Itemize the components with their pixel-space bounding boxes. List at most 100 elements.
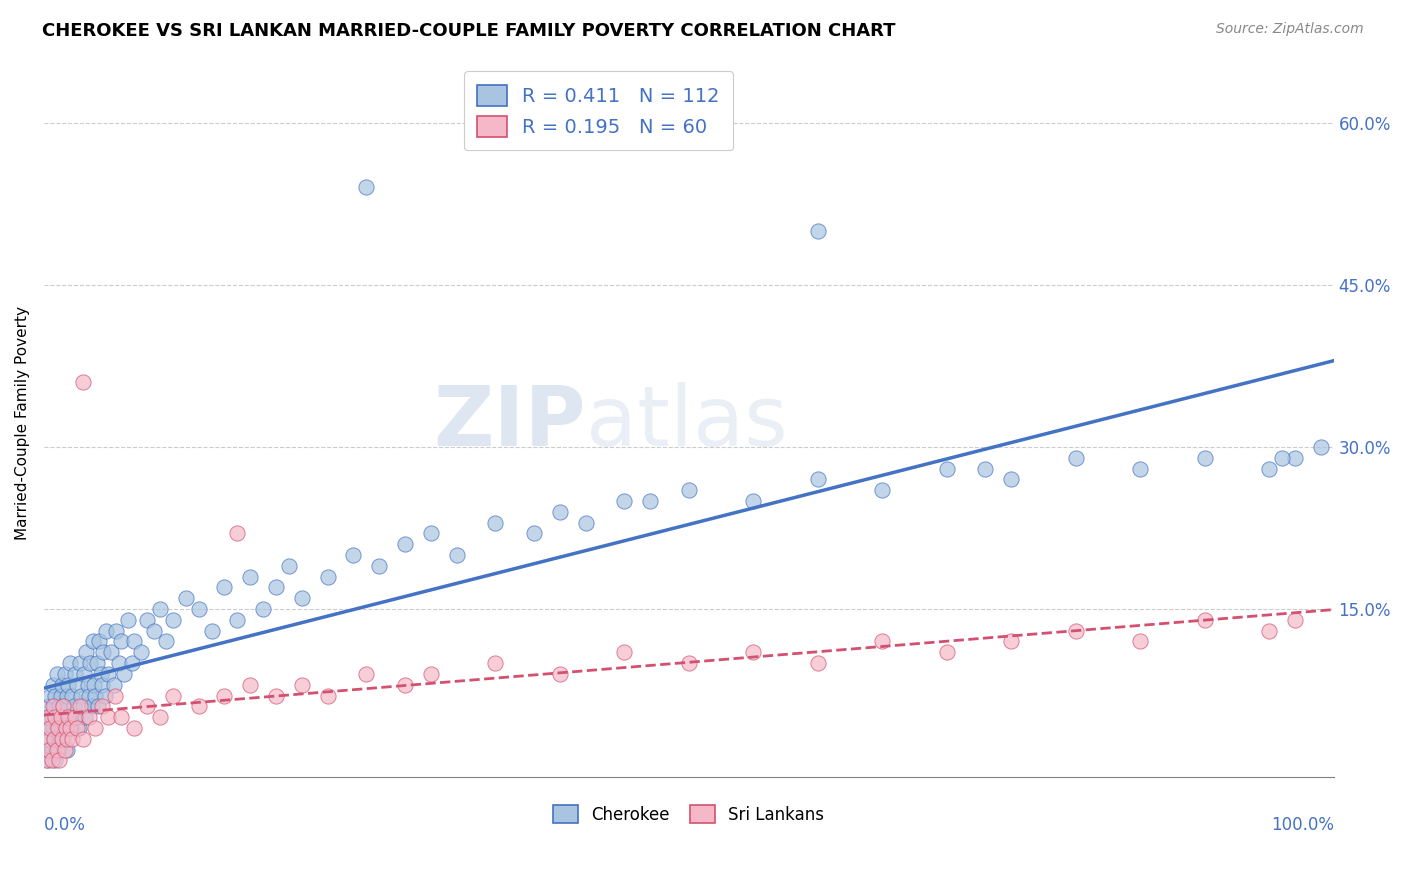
Point [38, 742, 60, 756]
Point [252, 602, 274, 616]
Point [38, 699, 60, 714]
Point [214, 689, 236, 703]
Point [89, 634, 111, 648]
Point [39, 689, 62, 703]
Point [356, 180, 378, 194]
Point [104, 689, 127, 703]
Point [72, 699, 94, 714]
Point [56, 742, 79, 756]
Point [239, 569, 262, 583]
Point [58, 710, 80, 724]
Point [37, 710, 59, 724]
Point [90, 678, 112, 692]
Point [44, 699, 66, 714]
Point [51, 678, 73, 692]
Point [264, 689, 287, 703]
Point [65, 710, 87, 724]
Point [226, 613, 249, 627]
Point [75, 710, 97, 724]
Point [69, 699, 91, 714]
Point [316, 689, 339, 703]
Point [80, 699, 103, 714]
Point [419, 526, 441, 541]
Point [55, 721, 77, 735]
Point [935, 645, 957, 659]
Point [807, 224, 830, 238]
Point [72, 375, 94, 389]
Point [41, 710, 63, 724]
Point [44, 731, 66, 746]
Point [55, 721, 77, 735]
Point [53, 710, 76, 724]
Point [807, 472, 830, 486]
Point [66, 721, 89, 735]
Point [52, 699, 75, 714]
Point [142, 624, 165, 638]
Point [1271, 450, 1294, 465]
Text: 100.0%: 100.0% [1271, 815, 1334, 833]
Point [162, 689, 184, 703]
Point [638, 494, 661, 508]
Point [105, 624, 128, 638]
Point [742, 494, 765, 508]
Point [1064, 450, 1087, 465]
Point [136, 699, 159, 714]
Point [75, 645, 97, 659]
Point [76, 678, 98, 692]
Point [34, 742, 56, 756]
Point [45, 667, 67, 681]
Point [239, 678, 262, 692]
Point [136, 613, 159, 627]
Point [1258, 624, 1281, 638]
Point [1284, 450, 1306, 465]
Point [35, 721, 58, 735]
Point [86, 656, 108, 670]
Point [90, 667, 112, 681]
Point [291, 678, 314, 692]
Point [48, 699, 70, 714]
Point [278, 558, 301, 573]
Point [149, 710, 172, 724]
Point [84, 689, 107, 703]
Point [42, 721, 65, 735]
Point [79, 656, 101, 670]
Point [70, 689, 93, 703]
Point [187, 602, 209, 616]
Point [1258, 461, 1281, 475]
Text: ZIP: ZIP [433, 382, 585, 463]
Point [870, 634, 893, 648]
Point [1194, 613, 1216, 627]
Point [97, 710, 120, 724]
Point [94, 624, 117, 638]
Legend: Cherokee, Sri Lankans: Cherokee, Sri Lankans [546, 797, 832, 832]
Point [52, 731, 75, 746]
Point [264, 581, 287, 595]
Point [60, 731, 83, 746]
Point [35, 753, 58, 767]
Point [83, 678, 105, 692]
Point [91, 645, 114, 659]
Point [49, 710, 72, 724]
Point [1064, 624, 1087, 638]
Point [394, 537, 416, 551]
Point [46, 721, 69, 735]
Point [59, 656, 82, 670]
Point [484, 656, 506, 670]
Point [149, 602, 172, 616]
Point [48, 753, 70, 767]
Point [41, 753, 63, 767]
Point [44, 753, 66, 767]
Point [742, 645, 765, 659]
Point [77, 689, 100, 703]
Point [342, 548, 364, 562]
Point [291, 591, 314, 606]
Point [1309, 440, 1331, 454]
Point [58, 678, 80, 692]
Point [44, 710, 66, 724]
Point [155, 634, 177, 648]
Point [356, 667, 378, 681]
Point [77, 710, 100, 724]
Point [56, 731, 79, 746]
Point [93, 689, 115, 703]
Point [1129, 634, 1152, 648]
